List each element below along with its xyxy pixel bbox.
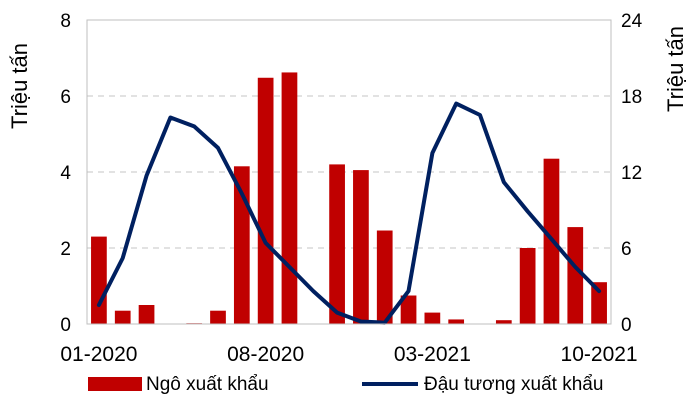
y-right-tick-label: 6 xyxy=(621,239,632,260)
bar-corn xyxy=(91,236,107,324)
bar-corn xyxy=(210,310,226,324)
y-left-axis-label: Triệu tấn xyxy=(7,43,32,129)
bar-corn xyxy=(329,164,345,324)
y-right-tick-label: 24 xyxy=(621,11,643,32)
plot-area-frame xyxy=(86,19,612,325)
bar-corn xyxy=(257,77,274,324)
y-left-tick-label: 8 xyxy=(60,11,71,32)
bar-corn xyxy=(591,282,607,324)
bar-corn xyxy=(114,310,131,324)
y-left-tick-label: 4 xyxy=(60,163,71,184)
y-right-axis-label: Triệu tấn xyxy=(663,26,688,112)
y-left-tick-label: 2 xyxy=(60,239,71,260)
y-right-tick-label: 0 xyxy=(621,315,632,336)
y-left-tick-label: 0 xyxy=(60,315,71,336)
x-tick-label: 10-2021 xyxy=(561,343,638,366)
bar-corn xyxy=(519,248,536,324)
bar-corn xyxy=(495,320,512,324)
bar-corn xyxy=(376,230,393,324)
x-tick-label: 03-2021 xyxy=(394,343,471,366)
bar-corn xyxy=(448,319,465,324)
legend-label-corn: Ngô xuất khẩu xyxy=(146,374,269,395)
bar-corn xyxy=(353,170,369,324)
y-left-tick-label: 6 xyxy=(60,87,71,108)
line-series-soybean xyxy=(96,101,602,325)
legend-swatch-corn xyxy=(88,377,142,391)
bar-corn xyxy=(400,295,417,324)
legend-label-soybean: Đậu tương xuất khẩu xyxy=(424,374,603,395)
bar-corn xyxy=(138,305,155,324)
legend: Ngô xuất khẩu Đậu tương xuất khẩu xyxy=(88,374,603,395)
y-right-tick-label: 12 xyxy=(621,163,642,184)
bar-corn xyxy=(281,72,298,324)
x-tick-label: 08-2020 xyxy=(227,343,304,366)
axes xyxy=(86,19,612,325)
bar-series-corn xyxy=(91,72,607,324)
bar-corn xyxy=(424,312,441,324)
y-right-tick-label: 18 xyxy=(621,87,642,108)
bar-corn xyxy=(567,227,584,324)
x-tick-label: 01-2020 xyxy=(60,343,137,366)
grid-lines xyxy=(87,95,611,249)
